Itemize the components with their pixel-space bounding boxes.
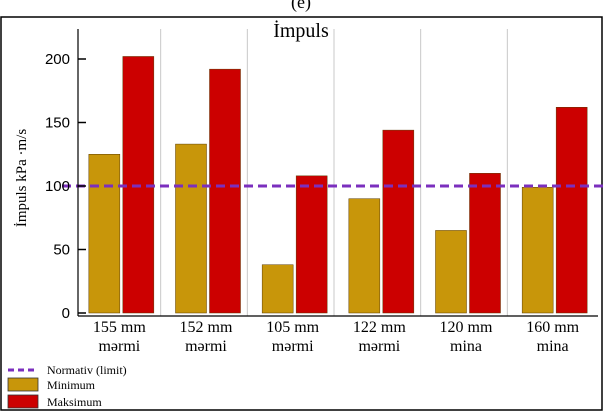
bar-maksimum-2 xyxy=(295,175,328,314)
bar-minimum-3 xyxy=(348,198,381,314)
x-tick-label: mina xyxy=(537,338,569,355)
legend-swatch-minimum xyxy=(7,377,39,392)
x-tick-label: 122 mm xyxy=(353,319,406,336)
legend-swatch-maksimum xyxy=(7,394,39,409)
chart-border xyxy=(0,16,603,411)
axes: 0 50 100 150 200 155 mm mərmi 152 mm mərmi 105 mm… xyxy=(45,29,598,355)
x-tick-label: 152 mm xyxy=(180,319,233,336)
bar-minimum-2 xyxy=(261,264,294,314)
y-tick-label: 100 xyxy=(45,178,70,195)
bar-minimum-5 xyxy=(521,187,554,314)
panel-label: (e) xyxy=(291,0,311,13)
y-tick-label: 50 xyxy=(53,242,70,259)
bar-minimum-0 xyxy=(88,154,121,314)
bar-maksimum-4 xyxy=(469,173,501,314)
legend-reference-label: Normativ (limit) xyxy=(47,363,127,377)
y-axis-label: İmpuls kPa ·m/s xyxy=(14,129,30,227)
bar-minimum-1 xyxy=(175,143,207,314)
bar-minimum-4 xyxy=(435,230,467,314)
plot-frame xyxy=(0,16,603,411)
legend: Normativ (limit)Minimum Maksimum xyxy=(7,363,127,409)
x-tick-label: 120 mm xyxy=(440,319,493,336)
bars xyxy=(88,56,588,314)
chart-title: İmpuls xyxy=(273,19,329,42)
x-tick-label: mərmi xyxy=(358,338,400,355)
x-tick-label: 160 mm xyxy=(526,319,579,336)
x-tick-label: mərmi xyxy=(185,338,227,355)
bar-maksimum-5 xyxy=(555,107,588,314)
bar-maksimum-3 xyxy=(382,129,415,314)
x-tick-label: 155 mm xyxy=(93,319,146,336)
x-tick-label: 105 mm xyxy=(266,319,319,336)
legend-label-minimum: Minimum xyxy=(47,378,96,392)
y-tick-label: 150 xyxy=(45,115,70,132)
y-tick-label: 200 xyxy=(45,51,70,68)
legend-label-maksimum: Maksimum xyxy=(47,395,102,409)
y-tick-label: 0 xyxy=(62,305,70,322)
chart-text: (e) İmpuls İmpuls kPa ·m/s xyxy=(14,0,329,227)
grid-lines xyxy=(160,29,508,316)
x-tick-label: mina xyxy=(450,338,482,355)
bar-maksimum-1 xyxy=(209,68,241,314)
x-tick-label: mərmi xyxy=(98,338,140,355)
x-tick-label: mərmi xyxy=(272,338,314,355)
